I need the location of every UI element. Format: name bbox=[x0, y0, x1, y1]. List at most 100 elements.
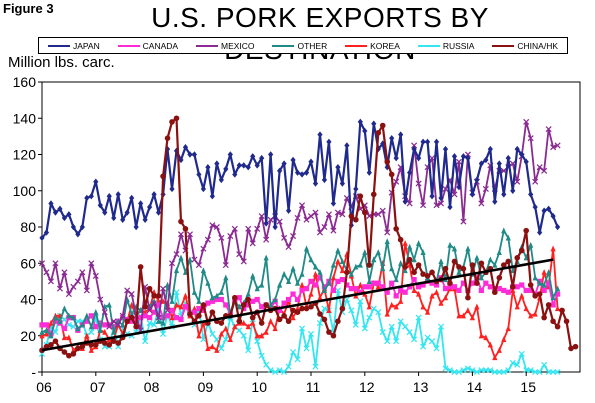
point-china-hk bbox=[308, 303, 314, 310]
point-mexico bbox=[478, 200, 485, 207]
point-canada bbox=[236, 295, 242, 301]
point-korea bbox=[268, 318, 274, 324]
point-korea bbox=[402, 240, 408, 246]
point-mexico bbox=[532, 178, 539, 185]
legend-item-mexico: MEXICO bbox=[196, 41, 255, 51]
point-canada bbox=[416, 284, 422, 290]
point-korea bbox=[326, 307, 332, 313]
point-china-hk bbox=[281, 313, 287, 319]
point-japan bbox=[433, 138, 440, 146]
point-other bbox=[39, 328, 45, 335]
point-canada bbox=[411, 276, 417, 283]
point-china-hk bbox=[523, 227, 529, 234]
x-tick-label: 14 bbox=[467, 379, 483, 395]
point-canada bbox=[528, 287, 534, 294]
point-korea bbox=[227, 336, 233, 342]
legend-item-canada: CANADA bbox=[117, 41, 178, 51]
point-japan bbox=[308, 158, 314, 165]
point-japan bbox=[169, 185, 175, 193]
point-canada bbox=[61, 325, 68, 332]
legend-swatch-russia bbox=[417, 44, 440, 47]
point-china-hk bbox=[554, 323, 561, 330]
point-russia bbox=[545, 368, 552, 376]
point-mexico bbox=[43, 269, 50, 276]
point-russia bbox=[366, 314, 373, 321]
point-japan bbox=[245, 163, 251, 171]
point-japan bbox=[362, 127, 368, 135]
point-japan bbox=[227, 151, 233, 158]
point-korea bbox=[66, 334, 72, 341]
point-canada bbox=[380, 284, 386, 290]
point-other bbox=[330, 261, 337, 268]
point-other bbox=[263, 254, 269, 261]
point-mexico bbox=[406, 200, 413, 207]
point-canada bbox=[496, 286, 502, 292]
point-korea bbox=[501, 336, 507, 342]
point-korea bbox=[550, 245, 556, 252]
point-china-hk bbox=[496, 274, 503, 281]
point-canada bbox=[330, 287, 337, 294]
point-mexico bbox=[437, 200, 445, 207]
point-mexico bbox=[451, 191, 458, 198]
point-other bbox=[160, 319, 166, 326]
point-russia bbox=[142, 338, 149, 345]
x-tick-label: 10 bbox=[251, 379, 267, 395]
y-axis-label: Million lbs. carc. bbox=[8, 54, 115, 71]
point-other bbox=[496, 249, 502, 255]
point-japan bbox=[79, 223, 85, 231]
point-japan bbox=[102, 209, 108, 216]
point-canada bbox=[362, 284, 368, 290]
point-japan bbox=[223, 165, 229, 173]
point-canada bbox=[456, 287, 462, 294]
point-canada bbox=[554, 291, 561, 297]
point-other bbox=[106, 301, 112, 308]
point-china-hk bbox=[245, 296, 252, 303]
point-other bbox=[52, 314, 59, 321]
point-china-hk bbox=[151, 293, 157, 299]
point-mexico bbox=[554, 142, 561, 149]
point-mexico bbox=[236, 251, 243, 258]
point-japan bbox=[232, 171, 238, 178]
point-mexico bbox=[164, 307, 171, 314]
point-china-hk bbox=[451, 258, 458, 265]
point-china-hk bbox=[178, 218, 184, 225]
point-russia bbox=[446, 367, 454, 374]
point-other bbox=[259, 281, 265, 288]
point-other bbox=[187, 256, 193, 263]
point-other bbox=[402, 267, 408, 274]
y-tick-label: 160 bbox=[13, 74, 37, 90]
point-japan bbox=[241, 162, 247, 169]
point-japan bbox=[254, 162, 260, 169]
point-china-hk bbox=[263, 302, 269, 308]
point-korea bbox=[245, 323, 251, 330]
point-japan bbox=[285, 207, 292, 214]
point-other bbox=[501, 227, 507, 234]
point-korea bbox=[39, 332, 45, 339]
point-other bbox=[277, 281, 283, 288]
point-other bbox=[178, 254, 184, 261]
point-russia bbox=[258, 352, 265, 359]
point-korea bbox=[88, 347, 94, 353]
point-korea bbox=[465, 307, 471, 313]
point-mexico bbox=[155, 314, 162, 321]
point-canada bbox=[182, 304, 189, 310]
point-china-hk bbox=[231, 294, 238, 301]
point-mexico bbox=[429, 155, 436, 162]
point-china-hk bbox=[70, 351, 77, 357]
point-japan bbox=[214, 160, 220, 167]
point-japan bbox=[528, 191, 534, 198]
point-china-hk bbox=[532, 293, 538, 299]
point-japan bbox=[151, 191, 157, 198]
point-canada bbox=[519, 282, 525, 288]
point-russia bbox=[348, 307, 355, 314]
point-korea bbox=[487, 341, 493, 348]
point-canada bbox=[178, 316, 184, 323]
point-korea bbox=[456, 312, 462, 319]
point-china-hk bbox=[545, 302, 552, 308]
point-other bbox=[451, 245, 458, 252]
point-china-hk bbox=[240, 302, 247, 308]
point-korea bbox=[496, 347, 502, 353]
point-other bbox=[155, 318, 162, 324]
point-china-hk bbox=[505, 258, 512, 265]
